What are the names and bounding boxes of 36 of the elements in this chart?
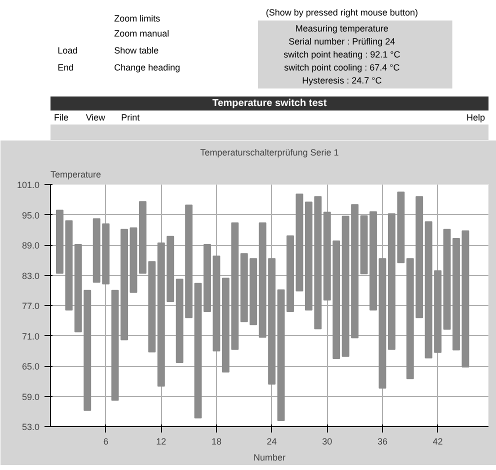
text: Print bbox=[121, 112, 140, 122]
chart-title: Temperaturschalterprüfung Serie 1 bbox=[200, 148, 339, 158]
text: Help bbox=[466, 112, 485, 122]
x-tick-label: 42 bbox=[432, 436, 443, 446]
y-tick-label: 71.0 bbox=[22, 331, 40, 342]
text: Show table bbox=[114, 46, 159, 56]
x-tick-label: 6 bbox=[103, 436, 108, 446]
text: End bbox=[58, 62, 74, 72]
y-tick-label: 77.0 bbox=[22, 301, 40, 311]
text: Zoom manual bbox=[114, 28, 170, 38]
text: View bbox=[86, 112, 106, 122]
text: switch point cooling : 67.4 °C bbox=[284, 62, 400, 72]
y-tick-label: 65.0 bbox=[22, 362, 40, 372]
text: Serial number : Prüfling 24 bbox=[288, 36, 396, 46]
text: (Show by pressed right mouse button) bbox=[266, 8, 418, 18]
text: Zoom limits bbox=[114, 14, 161, 24]
y-tick-label: 89.0 bbox=[22, 240, 40, 250]
x-tick-label: 30 bbox=[322, 436, 332, 446]
text: switch point heating : 92.1 °C bbox=[284, 50, 401, 60]
x-tick-label: 18 bbox=[211, 436, 222, 446]
text: Change heading bbox=[114, 62, 180, 72]
text: Hysteresis : 24.7 °C bbox=[302, 76, 382, 86]
y-tick-label: 95.0 bbox=[22, 210, 40, 220]
y-axis-title: Temperature bbox=[50, 170, 102, 180]
y-tick-label: 101.0 bbox=[16, 180, 40, 190]
text: Load bbox=[58, 46, 78, 56]
y-tick-label: 59.0 bbox=[22, 392, 40, 402]
x-tick-label: 36 bbox=[377, 436, 388, 446]
x-tick-label: 12 bbox=[156, 436, 166, 446]
text: Measuring temperature bbox=[295, 24, 388, 34]
x-axis-title: Number bbox=[253, 452, 286, 462]
chart-subtitle: Temperature switch test bbox=[212, 98, 328, 109]
y-tick-label: 83.0 bbox=[22, 270, 40, 281]
y-tick-label: 53.0 bbox=[22, 422, 40, 432]
text: File bbox=[54, 112, 69, 122]
x-tick-label: 24 bbox=[266, 436, 277, 446]
